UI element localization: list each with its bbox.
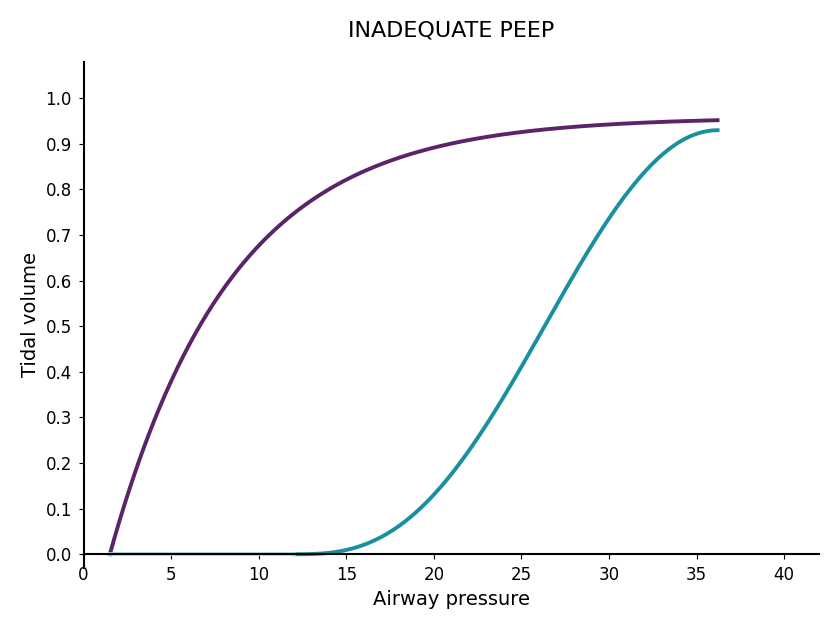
- Title: INADEQUATE PEEP: INADEQUATE PEEP: [349, 21, 554, 41]
- X-axis label: Airway pressure: Airway pressure: [373, 590, 530, 609]
- Y-axis label: Tidal volume: Tidal volume: [21, 253, 39, 377]
